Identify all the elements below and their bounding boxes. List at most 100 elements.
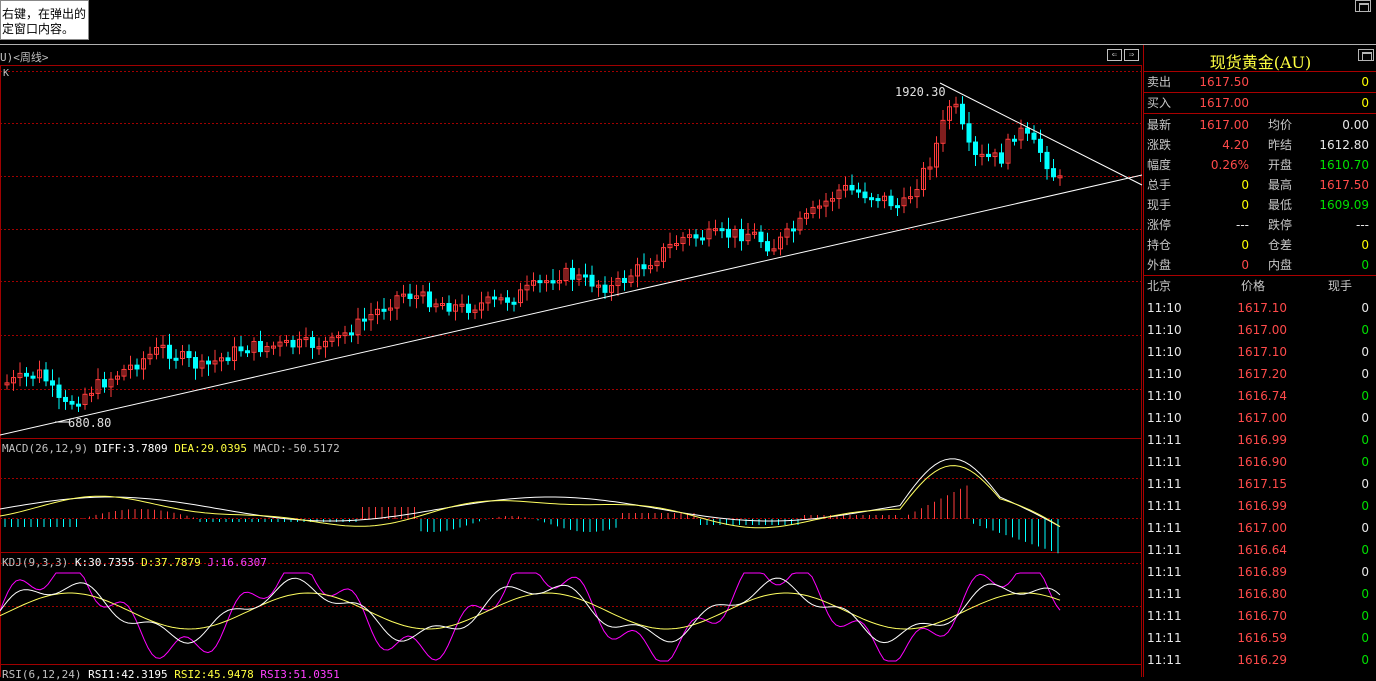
candle	[875, 198, 881, 202]
candle	[420, 291, 426, 297]
candle	[30, 375, 36, 379]
candle	[609, 285, 614, 293]
arrow-right-icon: ⇒	[1128, 50, 1135, 60]
tick-volume: 0	[1361, 411, 1369, 425]
candle	[76, 403, 81, 407]
kdj-d-line	[0, 592, 1061, 630]
quote-value: 4.20	[1222, 138, 1249, 152]
tick-price: 1616.29	[1237, 653, 1287, 667]
candle	[589, 274, 595, 287]
tick-row: 11:11 1616.80 0	[1144, 583, 1376, 605]
nav-left-button[interactable]: ⇐	[1107, 49, 1122, 61]
candle	[713, 228, 718, 232]
tick-volume: 0	[1361, 609, 1369, 623]
candle	[472, 309, 478, 313]
quote-value: ---	[1356, 218, 1369, 232]
quote-label: 持仓	[1147, 238, 1172, 252]
candle	[284, 339, 289, 343]
candle	[726, 228, 731, 238]
chart-frame	[0, 65, 1142, 677]
candle	[362, 318, 367, 322]
tick-time: 11:10	[1147, 323, 1182, 337]
tick-price: 1617.00	[1237, 411, 1287, 425]
candle	[401, 293, 406, 297]
tick-volume: 0	[1361, 543, 1369, 557]
candle	[303, 337, 309, 341]
window-restore-icon[interactable]	[1355, 0, 1371, 12]
tick-volume: 0	[1361, 345, 1369, 359]
candle	[791, 228, 796, 232]
tooltip-line-2: 定窗口内容。	[2, 22, 75, 36]
candle	[349, 332, 354, 336]
candle	[433, 303, 439, 308]
candle	[147, 353, 153, 360]
candle	[50, 380, 55, 386]
tick-time: 11:11	[1147, 565, 1182, 579]
candle	[765, 241, 770, 252]
candle	[206, 360, 211, 365]
candle	[693, 234, 699, 239]
quote-value: 0	[1241, 258, 1249, 272]
candle	[940, 119, 946, 144]
tick-time: 11:11	[1147, 521, 1182, 535]
quote-label: 内盘	[1268, 258, 1293, 272]
candle	[245, 350, 250, 354]
quote-value: 0	[1241, 198, 1249, 212]
tick-volume: 0	[1361, 455, 1369, 469]
candle	[414, 295, 419, 300]
kdj-j-line	[0, 572, 1061, 662]
candle	[121, 368, 127, 377]
candle	[908, 196, 913, 200]
candle	[648, 265, 653, 270]
candle	[667, 243, 673, 249]
candle	[869, 197, 874, 201]
tick-volume: 0	[1361, 653, 1369, 667]
candle	[888, 195, 894, 207]
tick-volume: 0	[1361, 433, 1369, 447]
buy-volume: 0	[1361, 96, 1369, 110]
candle	[739, 229, 744, 242]
candle	[453, 304, 458, 312]
tick-header-volume: 现手	[1328, 279, 1353, 293]
tick-price: 1617.00	[1237, 323, 1287, 337]
tick-price: 1616.64	[1237, 543, 1287, 557]
k-label: K	[3, 68, 9, 79]
quote-label: 涨停	[1147, 218, 1172, 232]
panel-restore-icon[interactable]	[1358, 49, 1374, 61]
candle	[37, 369, 42, 379]
candle	[563, 267, 569, 281]
tick-volume: 0	[1361, 587, 1369, 601]
candle	[193, 357, 198, 369]
tick-time: 11:10	[1147, 367, 1182, 381]
macd-value: MACD:-50.5172	[253, 442, 340, 455]
candle	[180, 351, 185, 359]
candle	[1018, 127, 1024, 141]
candle	[661, 247, 666, 262]
candle	[1031, 132, 1037, 140]
candle	[1057, 175, 1063, 179]
kdj-name: KDJ(9,3,3)	[2, 556, 69, 569]
candle	[24, 372, 29, 377]
tick-price: 1617.10	[1237, 345, 1287, 359]
chart-area[interactable]: K 1920.30 680.80	[0, 63, 1143, 677]
candle	[778, 236, 783, 250]
quote-label: 最新	[1147, 118, 1172, 132]
tick-row: 11:10 1617.10 0	[1144, 297, 1376, 319]
candle	[628, 275, 634, 283]
candle	[264, 346, 270, 353]
nav-right-button[interactable]: ⇒	[1124, 49, 1139, 61]
candle	[758, 231, 764, 243]
kdj-d: D:37.7879	[141, 556, 201, 569]
tick-price: 1616.89	[1237, 565, 1287, 579]
candle	[687, 234, 692, 238]
tick-row: 11:10 1617.20 0	[1144, 363, 1376, 385]
tick-price: 1616.74	[1237, 389, 1287, 403]
rsi-label-row: RSI(6,12,24) RSI1:42.3195 RSI2:45.9478 R…	[2, 668, 340, 681]
candle	[550, 280, 556, 284]
tick-volume: 0	[1361, 367, 1369, 381]
candle	[635, 264, 640, 277]
candle	[329, 336, 335, 342]
candle	[511, 301, 517, 305]
tick-price: 1616.90	[1237, 455, 1287, 469]
candle	[862, 191, 868, 199]
